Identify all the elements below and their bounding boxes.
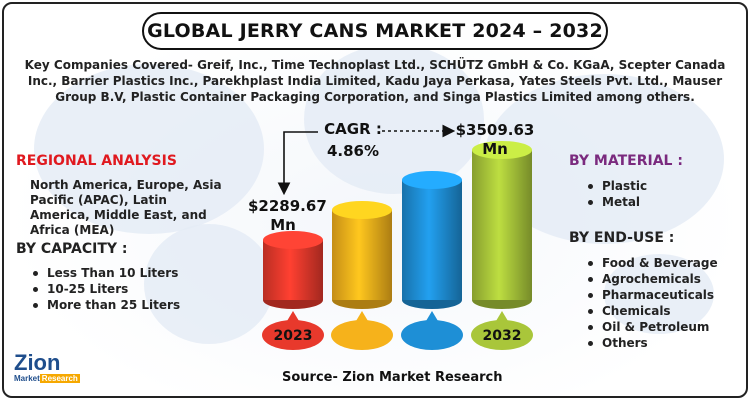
chart-bar-bar-2 <box>332 201 392 309</box>
zion-logo: Zion Market Research <box>14 352 104 392</box>
start-value-label: $2289.67 Mn <box>248 197 327 234</box>
list-item: Metal <box>585 194 647 210</box>
key-companies-text: Key Companies Covered- Greif, Inc., Time… <box>24 58 726 104</box>
source-text: Source- Zion Market Research <box>282 370 503 385</box>
category-pill <box>471 311 533 350</box>
list-item: 10-25 Liters <box>30 281 180 297</box>
chart-bar-bar-3 <box>402 171 462 309</box>
list-item: Agrochemicals <box>585 271 718 287</box>
world-map-background <box>304 44 484 194</box>
list-item: Plastic <box>585 178 647 194</box>
list-item: Others <box>585 335 718 351</box>
world-map-background <box>144 224 274 344</box>
logo-sub-right: Research <box>39 374 80 383</box>
logo-text: Zion <box>14 350 61 375</box>
page-title: GLOBAL JERRY CANS MARKET 2024 – 2032 <box>142 12 608 50</box>
list-item: Food & Beverage <box>585 255 718 271</box>
category-pill <box>401 311 463 350</box>
category-pill <box>331 311 393 350</box>
list-item: Less Than 10 Liters <box>30 265 180 281</box>
capacity-title: BY CAPACITY : <box>16 241 128 257</box>
world-map-background <box>34 64 264 234</box>
chart-bar-2023 <box>263 231 323 309</box>
cagr-value: 4.86% <box>326 142 380 160</box>
world-map-background <box>604 254 714 334</box>
category-pill <box>262 311 324 350</box>
cagr-label: CAGR : <box>324 120 382 138</box>
list-item: Pharmaceuticals <box>585 287 718 303</box>
category-label: 2032 <box>483 328 522 344</box>
cagr-arrow-down <box>277 131 318 196</box>
capacity-list: Less Than 10 Liters 10-25 Liters More th… <box>30 265 180 313</box>
regional-analysis-title: REGIONAL ANALYSIS <box>16 153 177 169</box>
end-value-label: $3509.63 Mn <box>455 121 535 158</box>
material-title: BY MATERIAL : <box>569 153 683 169</box>
regional-analysis-text: North America, Europe, Asia Pacific (APA… <box>30 178 222 237</box>
material-list: Plastic Metal <box>585 178 647 210</box>
list-item: Chemicals <box>585 303 718 319</box>
logo-sub-left: Market <box>14 374 40 383</box>
end-use-list: Food & Beverage Agrochemicals Pharmaceut… <box>585 255 718 351</box>
end-use-title: BY END-USE : <box>569 230 675 246</box>
chart-bar-2032 <box>472 141 532 309</box>
list-item: Oil & Petroleum <box>585 319 718 335</box>
list-item: More than 25 Liters <box>30 297 180 313</box>
category-label: 2023 <box>274 328 313 344</box>
